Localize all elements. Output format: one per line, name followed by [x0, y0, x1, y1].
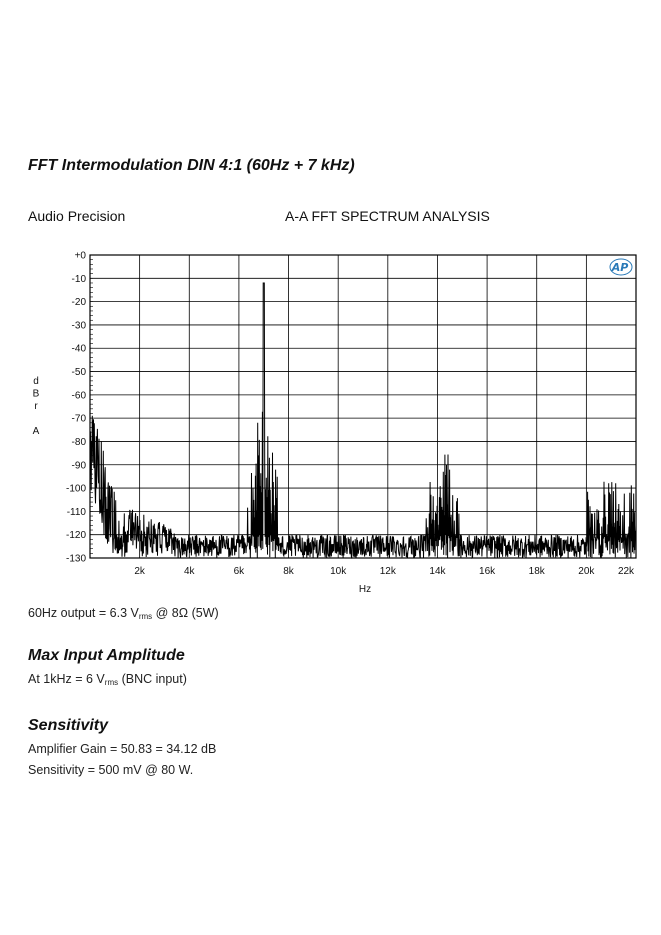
y-axis-label: dBr A	[33, 376, 40, 437]
y-tick-label: -90	[72, 460, 87, 471]
fft-chart: Audio Precision A-A FFT SPECTRUM ANALYSI…	[28, 208, 637, 595]
x-tick-label: 8k	[283, 566, 295, 577]
chart-title: A-A FFT SPECTRUM ANALYSIS	[285, 208, 490, 224]
spectrum-trace	[89, 282, 637, 560]
fft-heading: FFT Intermodulation DIN 4:1 (60Hz + 7 kH…	[28, 157, 355, 174]
gain-line: Amplifier Gain = 50.83 = 34.12 dB	[28, 742, 217, 756]
x-tick-labels: 2k 4k 6k 8k 10k 12k 14k 16k 18k 20k 22k	[134, 566, 635, 577]
y-tick-label: -30	[72, 320, 87, 331]
y-tick-label: -50	[72, 367, 87, 378]
y-tick-label: -60	[72, 390, 87, 401]
spectrum-line	[89, 282, 637, 560]
chart-brand: Audio Precision	[28, 208, 125, 224]
y-axis-label-char: B	[33, 389, 40, 400]
y-tick-label: -120	[66, 530, 86, 541]
x-axis-label: Hz	[359, 584, 371, 595]
x-tick-label: 22k	[618, 566, 635, 577]
output-note-prefix: 60Hz output = 6.3 V	[28, 606, 139, 620]
output-note-suffix: @ 8Ω (5W)	[152, 606, 219, 620]
x-tick-label: 12k	[380, 566, 397, 577]
max-input-line: At 1kHz = 6 Vrms (BNC input)	[28, 672, 187, 687]
ap-logo-ring	[609, 258, 633, 276]
y-axis-label-char: d	[33, 376, 39, 387]
x-tick-label: 18k	[529, 566, 546, 577]
y-tick-label: -100	[66, 484, 86, 495]
y-tick-label: -20	[72, 297, 87, 308]
output-note: 60Hz output = 6.3 Vrms @ 8Ω (5W)	[28, 606, 219, 621]
x-tick-label: 14k	[429, 566, 446, 577]
y-tick-label: -130	[66, 554, 86, 565]
x-tick-label: 16k	[479, 566, 496, 577]
plot-frame	[89, 254, 637, 559]
y-axis-label-char: A	[33, 426, 40, 437]
max-input-prefix: At 1kHz = 6 V	[28, 672, 105, 686]
sensitivity-heading: Sensitivity	[28, 717, 109, 734]
x-tick-label: 20k	[578, 566, 595, 577]
max-input-heading: Max Input Amplitude	[28, 647, 185, 664]
x-tick-label: 4k	[184, 566, 196, 577]
y-tick-label: -110	[67, 507, 87, 518]
output-note-sub: rms	[138, 612, 153, 621]
max-input-sub: rms	[104, 678, 119, 687]
chart-grid	[90, 254, 637, 559]
x-tick-label: 2k	[134, 566, 146, 577]
y-tick-label: +0	[75, 251, 87, 262]
y-tick-labels: +0 -10 -20 -30 -40 -50 -60 -70 -80 -90 -100 -110 -12…	[66, 251, 86, 565]
y-tick-label: -80	[72, 437, 87, 448]
x-tick-label: 10k	[330, 566, 347, 577]
y-axis-label-char: r	[34, 401, 38, 412]
max-input-suffix: (BNC input)	[118, 672, 187, 686]
y-tick-label: -40	[72, 344, 87, 355]
ap-logo-icon: AP	[611, 261, 629, 274]
sensitivity-line: Sensitivity = 500 mV @ 80 W.	[28, 763, 194, 777]
y-tick-label: -70	[72, 414, 87, 425]
x-tick-label: 6k	[234, 566, 246, 577]
y-tick-label: -10	[72, 274, 87, 285]
